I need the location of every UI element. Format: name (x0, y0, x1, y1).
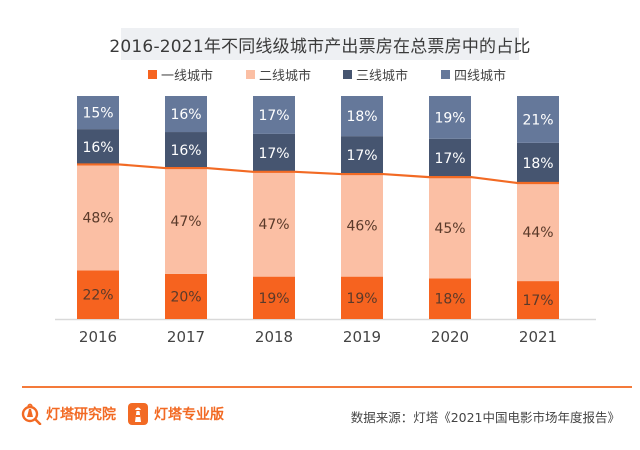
data-label-tier3-2016: 16% (82, 140, 113, 156)
legend-swatch-tier4 (441, 70, 450, 79)
bar-segment-tier3-2020 (429, 138, 471, 178)
data-label-tier4-2020: 19% (434, 110, 465, 126)
data-label-tier1-2021: 17% (522, 293, 553, 309)
legend-item-tier3: 三线城市 (343, 65, 408, 84)
logo-pro-edition: 灯塔专业版 (128, 403, 224, 425)
legend-label-tier2: 二线城市 (259, 69, 312, 84)
bar-segment-tier1-2020 (429, 278, 471, 319)
chart-title: 2016-2021年不同线级城市产出票房在总票房中的占比 (109, 36, 531, 57)
bar-segment-tier4-2016 (77, 96, 119, 130)
legend-swatch-tier2 (246, 70, 255, 79)
x-tick-label-2019: 2019 (343, 328, 381, 346)
data-label-tier2-2017: 47% (170, 214, 201, 230)
legend-swatch-tier1 (148, 70, 157, 79)
cumulative-tier1-tier2-line (77, 163, 559, 185)
bar-segment-tier1-2019 (341, 276, 383, 319)
bar-segment-tier1-2016 (77, 270, 119, 319)
bar-segment-tier4-2021 (517, 96, 559, 143)
data-label-tier2-2018: 47% (258, 217, 289, 233)
data-label-tier3-2021: 18% (522, 156, 553, 172)
data-label-tier1-2017: 20% (170, 289, 201, 305)
footer-divider (22, 386, 632, 388)
data-label-tier3-2018: 17% (258, 146, 289, 162)
logo-research-institute: 灯塔研究院 (20, 403, 116, 425)
bar-segment-tier2-2018 (253, 171, 295, 277)
data-label-tier1-2018: 19% (258, 291, 289, 307)
legend-item-tier1: 一线城市 (148, 65, 213, 84)
legend: 一线城市 二线城市 三线城市 四线城市 (0, 63, 640, 85)
x-tick-label-2020: 2020 (431, 328, 469, 346)
logo-pro-edition-text: 灯塔专业版 (154, 407, 224, 423)
data-label-tier2-2019: 46% (346, 218, 377, 234)
data-source: 数据来源：灯塔《2021中国电影市场年度报告》 (350, 410, 620, 425)
logo-research-institute-text: 灯塔研究院 (46, 407, 116, 423)
data-label-tier3-2020: 17% (434, 151, 465, 167)
bar-segment-tier3-2017 (165, 132, 207, 169)
legend-swatch-tier3 (343, 70, 352, 79)
title-box: 2016-2021年不同线级城市产出票房在总票房中的占比 (109, 28, 530, 60)
legend-label-tier3: 三线城市 (356, 69, 409, 84)
data-label-tier1-2016: 22% (82, 288, 113, 304)
legend-item-tier4: 四线城市 (441, 65, 506, 84)
data-label-tier4-2016: 15% (82, 106, 113, 122)
data-label-tier4-2018: 17% (258, 108, 289, 124)
bar-segment-tier2-2019 (341, 174, 383, 277)
lighthouse-app-icon (128, 403, 148, 425)
data-label-tier4-2019: 18% (346, 109, 377, 125)
x-tick-label-2021: 2021 (519, 328, 557, 346)
magnifier-lighthouse-icon (21, 403, 42, 425)
bar-segment-tier3-2019 (341, 136, 383, 175)
bar-segment-tier2-2021 (517, 182, 559, 282)
bar-segment-tier1-2021 (517, 281, 559, 319)
bar-segment-tier3-2016 (77, 129, 119, 165)
x-tick-label-2017: 2017 (167, 328, 205, 346)
data-label-tier1-2019: 19% (346, 291, 377, 307)
legend-item-tier2: 二线城市 (246, 65, 311, 84)
bar-segment-tier2-2020 (429, 177, 471, 279)
x-tick-label-2018: 2018 (255, 328, 293, 346)
bar-segment-tier2-2017 (165, 168, 207, 274)
data-label-tier4-2017: 16% (170, 107, 201, 123)
bar-segment-tier4-2017 (165, 96, 207, 133)
bar-segment-tier1-2018 (253, 276, 295, 319)
bar-segment-tier1-2017 (165, 273, 207, 319)
bar-segment-tier4-2018 (253, 96, 295, 134)
legend-label-tier4: 四线城市 (454, 69, 507, 84)
bar-segment-tier3-2018 (253, 133, 295, 172)
data-label-tier3-2019: 17% (346, 148, 377, 164)
bar-segment-tier4-2020 (429, 96, 471, 139)
data-label-tier4-2021: 21% (522, 112, 553, 128)
data-label-tier2-2020: 45% (434, 221, 465, 237)
data-label-tier3-2017: 16% (170, 143, 201, 159)
data-label-tier2-2021: 44% (522, 225, 553, 241)
x-tick-label-2016: 2016 (79, 328, 117, 346)
data-label-tier2-2016: 48% (82, 210, 113, 226)
bar-segment-tier3-2021 (517, 142, 559, 183)
bar-segment-tier2-2016 (77, 164, 119, 271)
data-label-tier1-2020: 18% (434, 292, 465, 308)
bar-segment-tier4-2019 (341, 96, 383, 137)
legend-label-tier1: 一线城市 (161, 69, 214, 84)
